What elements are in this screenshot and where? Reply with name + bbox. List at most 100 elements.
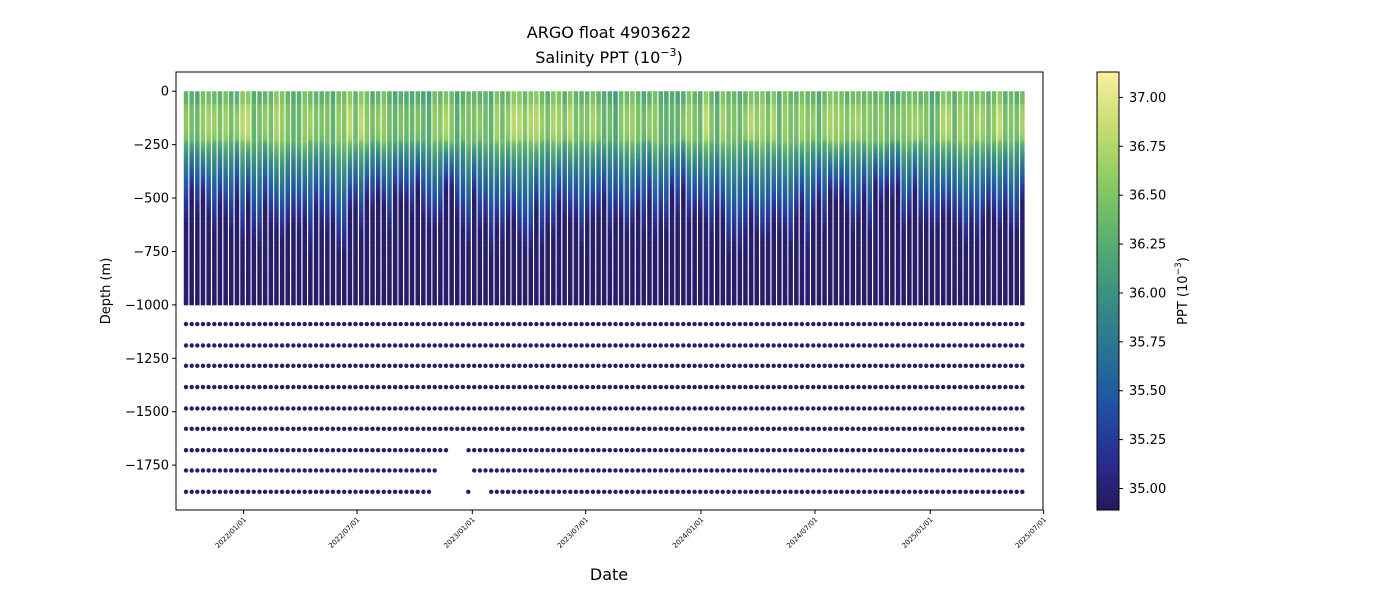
profile-sample	[325, 260, 330, 263]
profile-sample	[331, 104, 336, 107]
profile-sample	[297, 219, 302, 222]
profile-sample	[235, 237, 240, 240]
profile-sample	[382, 98, 387, 101]
profile-sample	[223, 162, 228, 165]
profile-sample	[342, 104, 347, 107]
profile-sample	[455, 249, 460, 252]
profile-sample	[359, 115, 364, 118]
profile-sample	[432, 213, 437, 216]
profile-sample	[240, 121, 245, 124]
profile-sample	[280, 284, 285, 287]
profile-sample	[410, 296, 415, 299]
profile-sample	[399, 132, 404, 135]
profile-sample	[246, 145, 251, 148]
profile-sample	[404, 179, 409, 182]
profile-sample	[223, 284, 228, 287]
profile-sample	[280, 196, 285, 199]
profile-sample	[223, 91, 228, 94]
profile-sample	[325, 125, 330, 128]
profile-sample	[195, 260, 200, 263]
profile-sample	[455, 279, 460, 282]
profile-sample	[229, 104, 234, 107]
profile-sample	[314, 279, 319, 282]
profile-sample	[438, 219, 443, 222]
profile-sample	[252, 279, 257, 282]
profile-sample	[297, 155, 302, 158]
profile-sample	[274, 185, 279, 188]
profile-sample	[257, 279, 262, 282]
profile-sample	[269, 145, 274, 148]
profile-sample	[348, 260, 353, 263]
profile-sample	[184, 196, 189, 199]
profile-sample	[297, 273, 302, 276]
profile-sample	[297, 256, 302, 259]
profile-sample	[218, 108, 223, 111]
profile-sample	[393, 132, 398, 135]
profile-sample	[399, 237, 404, 240]
profile-sample	[370, 284, 375, 287]
profile-sample	[404, 260, 409, 263]
profile-sample	[359, 132, 364, 135]
profile-sample	[286, 108, 291, 111]
profile-sample	[240, 98, 245, 101]
profile-bottom-point	[336, 301, 340, 305]
profile-sample	[218, 256, 223, 259]
profile-sample	[291, 196, 296, 199]
profile-sample	[410, 162, 415, 165]
profile-sample	[235, 256, 240, 259]
profile-sample	[218, 115, 223, 118]
profile-sample	[382, 266, 387, 269]
profile-sample	[229, 98, 234, 101]
profile-sample	[438, 98, 443, 101]
profile-bottom-point	[314, 301, 318, 305]
profile-sample	[449, 196, 454, 199]
profile-sample	[353, 209, 358, 212]
profile-sample	[336, 209, 341, 212]
profile-sample	[382, 179, 387, 182]
profile-sample	[387, 104, 392, 107]
profile-sample	[303, 226, 308, 229]
profile-sample	[263, 192, 268, 195]
profile-sample	[235, 192, 240, 195]
profile-sample	[314, 104, 319, 107]
profile-sample	[314, 266, 319, 269]
profile-sample	[399, 260, 404, 263]
profile-sample	[387, 108, 392, 111]
profile-sample	[229, 145, 234, 148]
profile-sample	[240, 155, 245, 158]
profile-sample	[455, 104, 460, 107]
profile-sample	[263, 132, 268, 135]
profile-sample	[427, 155, 432, 158]
profile-sample	[348, 145, 353, 148]
profile-sample	[387, 91, 392, 94]
profile-sample	[444, 138, 449, 141]
profile-sample	[342, 91, 347, 94]
profile-sample	[308, 125, 313, 128]
profile-sample	[212, 237, 217, 240]
profile-sample	[370, 266, 375, 269]
profile-sample	[393, 284, 398, 287]
profile-bottom-point	[195, 301, 199, 305]
profile-sample	[257, 226, 262, 229]
profile-sample	[308, 121, 313, 124]
profile-sample	[240, 219, 245, 222]
profile-sample	[455, 132, 460, 135]
profile-sample	[382, 284, 387, 287]
profile-sample	[297, 145, 302, 148]
profile-sample	[212, 162, 217, 165]
profile-sample	[461, 121, 466, 124]
profile-sample	[432, 273, 437, 276]
profile-sample	[223, 266, 228, 269]
profile-sample	[421, 219, 426, 222]
profile-sample	[269, 168, 274, 171]
profile-sample	[314, 121, 319, 124]
profile-sample	[286, 256, 291, 259]
profile-sample	[184, 132, 189, 135]
profile-sample	[449, 179, 454, 182]
profile-sample	[184, 185, 189, 188]
profile-sample	[438, 149, 443, 152]
profile-sample	[189, 104, 194, 107]
profile-sample	[286, 273, 291, 276]
profile-sample	[319, 209, 324, 212]
profile-sample	[246, 115, 251, 118]
